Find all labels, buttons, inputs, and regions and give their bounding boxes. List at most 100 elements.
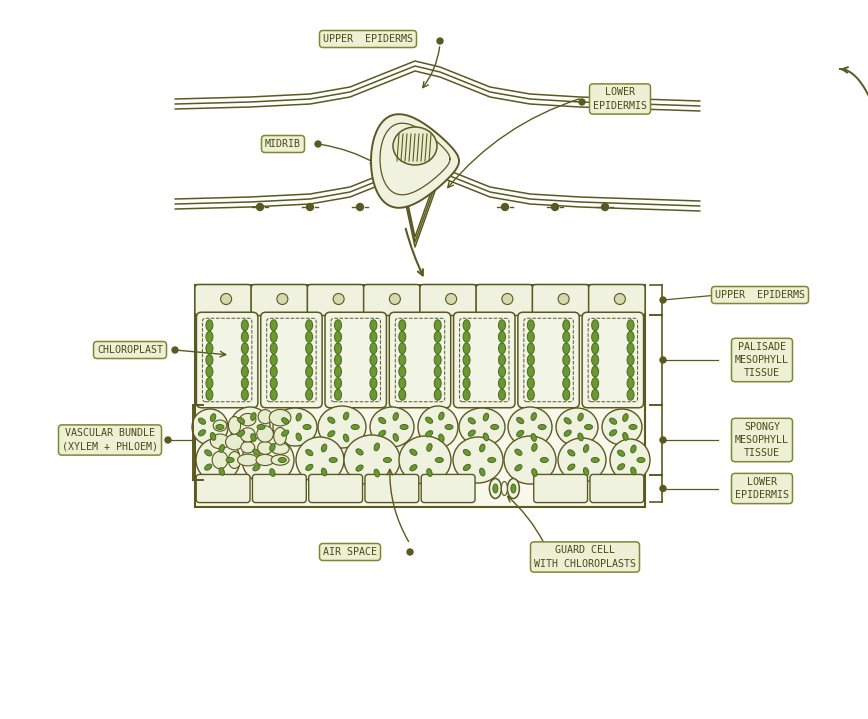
Ellipse shape <box>253 449 260 455</box>
Ellipse shape <box>463 389 470 400</box>
Ellipse shape <box>399 436 451 484</box>
Ellipse shape <box>464 464 470 470</box>
Ellipse shape <box>219 467 225 475</box>
Ellipse shape <box>558 438 606 482</box>
Ellipse shape <box>303 424 311 429</box>
Circle shape <box>315 141 321 147</box>
Ellipse shape <box>270 366 277 377</box>
Ellipse shape <box>378 418 385 423</box>
Ellipse shape <box>329 457 337 462</box>
Ellipse shape <box>334 343 341 354</box>
Ellipse shape <box>568 464 575 470</box>
Ellipse shape <box>629 424 637 429</box>
Ellipse shape <box>508 407 552 447</box>
Ellipse shape <box>370 366 377 377</box>
Ellipse shape <box>483 413 489 421</box>
Ellipse shape <box>206 366 213 377</box>
Ellipse shape <box>425 431 432 437</box>
Ellipse shape <box>241 377 248 389</box>
Ellipse shape <box>622 413 628 421</box>
Ellipse shape <box>199 418 206 424</box>
Ellipse shape <box>281 430 289 436</box>
Ellipse shape <box>627 366 634 377</box>
Circle shape <box>172 347 178 353</box>
Ellipse shape <box>532 444 537 452</box>
Ellipse shape <box>418 406 458 448</box>
FancyBboxPatch shape <box>260 312 322 408</box>
Ellipse shape <box>610 439 650 481</box>
Ellipse shape <box>490 424 498 429</box>
Ellipse shape <box>400 424 408 429</box>
Ellipse shape <box>568 450 575 456</box>
Ellipse shape <box>602 409 642 445</box>
Ellipse shape <box>592 377 599 389</box>
Ellipse shape <box>498 389 505 400</box>
Ellipse shape <box>434 354 441 365</box>
Ellipse shape <box>356 465 363 471</box>
Bar <box>195 285 645 507</box>
Ellipse shape <box>228 416 240 434</box>
Ellipse shape <box>241 366 248 377</box>
Circle shape <box>542 554 548 560</box>
Ellipse shape <box>583 467 589 475</box>
Ellipse shape <box>199 430 206 436</box>
Ellipse shape <box>627 377 634 389</box>
Ellipse shape <box>564 418 571 424</box>
Ellipse shape <box>374 443 379 451</box>
Ellipse shape <box>459 408 505 446</box>
Ellipse shape <box>488 457 496 462</box>
Ellipse shape <box>370 331 377 342</box>
Ellipse shape <box>531 413 536 421</box>
Ellipse shape <box>562 331 569 342</box>
Ellipse shape <box>468 430 476 436</box>
Ellipse shape <box>206 389 213 400</box>
Ellipse shape <box>516 431 523 436</box>
Circle shape <box>445 293 457 305</box>
Ellipse shape <box>631 467 636 475</box>
Ellipse shape <box>273 408 317 446</box>
Ellipse shape <box>270 331 277 342</box>
Circle shape <box>558 293 569 305</box>
Ellipse shape <box>528 366 535 377</box>
Circle shape <box>602 203 608 211</box>
Ellipse shape <box>410 449 417 455</box>
Ellipse shape <box>240 441 254 453</box>
Ellipse shape <box>393 413 398 421</box>
Ellipse shape <box>562 366 569 377</box>
Ellipse shape <box>627 343 634 354</box>
Ellipse shape <box>238 431 245 436</box>
Ellipse shape <box>592 354 599 365</box>
FancyBboxPatch shape <box>582 312 643 408</box>
Ellipse shape <box>238 454 258 466</box>
Ellipse shape <box>511 484 516 493</box>
Ellipse shape <box>627 354 634 365</box>
Ellipse shape <box>344 435 400 485</box>
Circle shape <box>390 293 400 305</box>
Ellipse shape <box>398 354 405 365</box>
Ellipse shape <box>425 417 432 423</box>
Ellipse shape <box>463 377 470 389</box>
Ellipse shape <box>253 464 260 471</box>
Ellipse shape <box>627 331 634 342</box>
Ellipse shape <box>296 437 344 483</box>
Circle shape <box>333 293 344 305</box>
Ellipse shape <box>306 464 312 470</box>
Ellipse shape <box>538 424 546 429</box>
Circle shape <box>437 38 443 44</box>
Ellipse shape <box>306 366 312 377</box>
Ellipse shape <box>502 482 508 495</box>
Circle shape <box>220 293 232 305</box>
Ellipse shape <box>212 452 228 469</box>
Ellipse shape <box>532 469 537 477</box>
Ellipse shape <box>344 412 349 420</box>
Ellipse shape <box>216 424 224 429</box>
Ellipse shape <box>479 468 485 476</box>
Ellipse shape <box>228 452 240 469</box>
Ellipse shape <box>427 469 432 477</box>
Ellipse shape <box>410 464 417 471</box>
FancyBboxPatch shape <box>251 285 307 316</box>
Ellipse shape <box>515 449 522 455</box>
Ellipse shape <box>279 457 286 462</box>
Ellipse shape <box>370 354 377 365</box>
Ellipse shape <box>370 343 377 354</box>
